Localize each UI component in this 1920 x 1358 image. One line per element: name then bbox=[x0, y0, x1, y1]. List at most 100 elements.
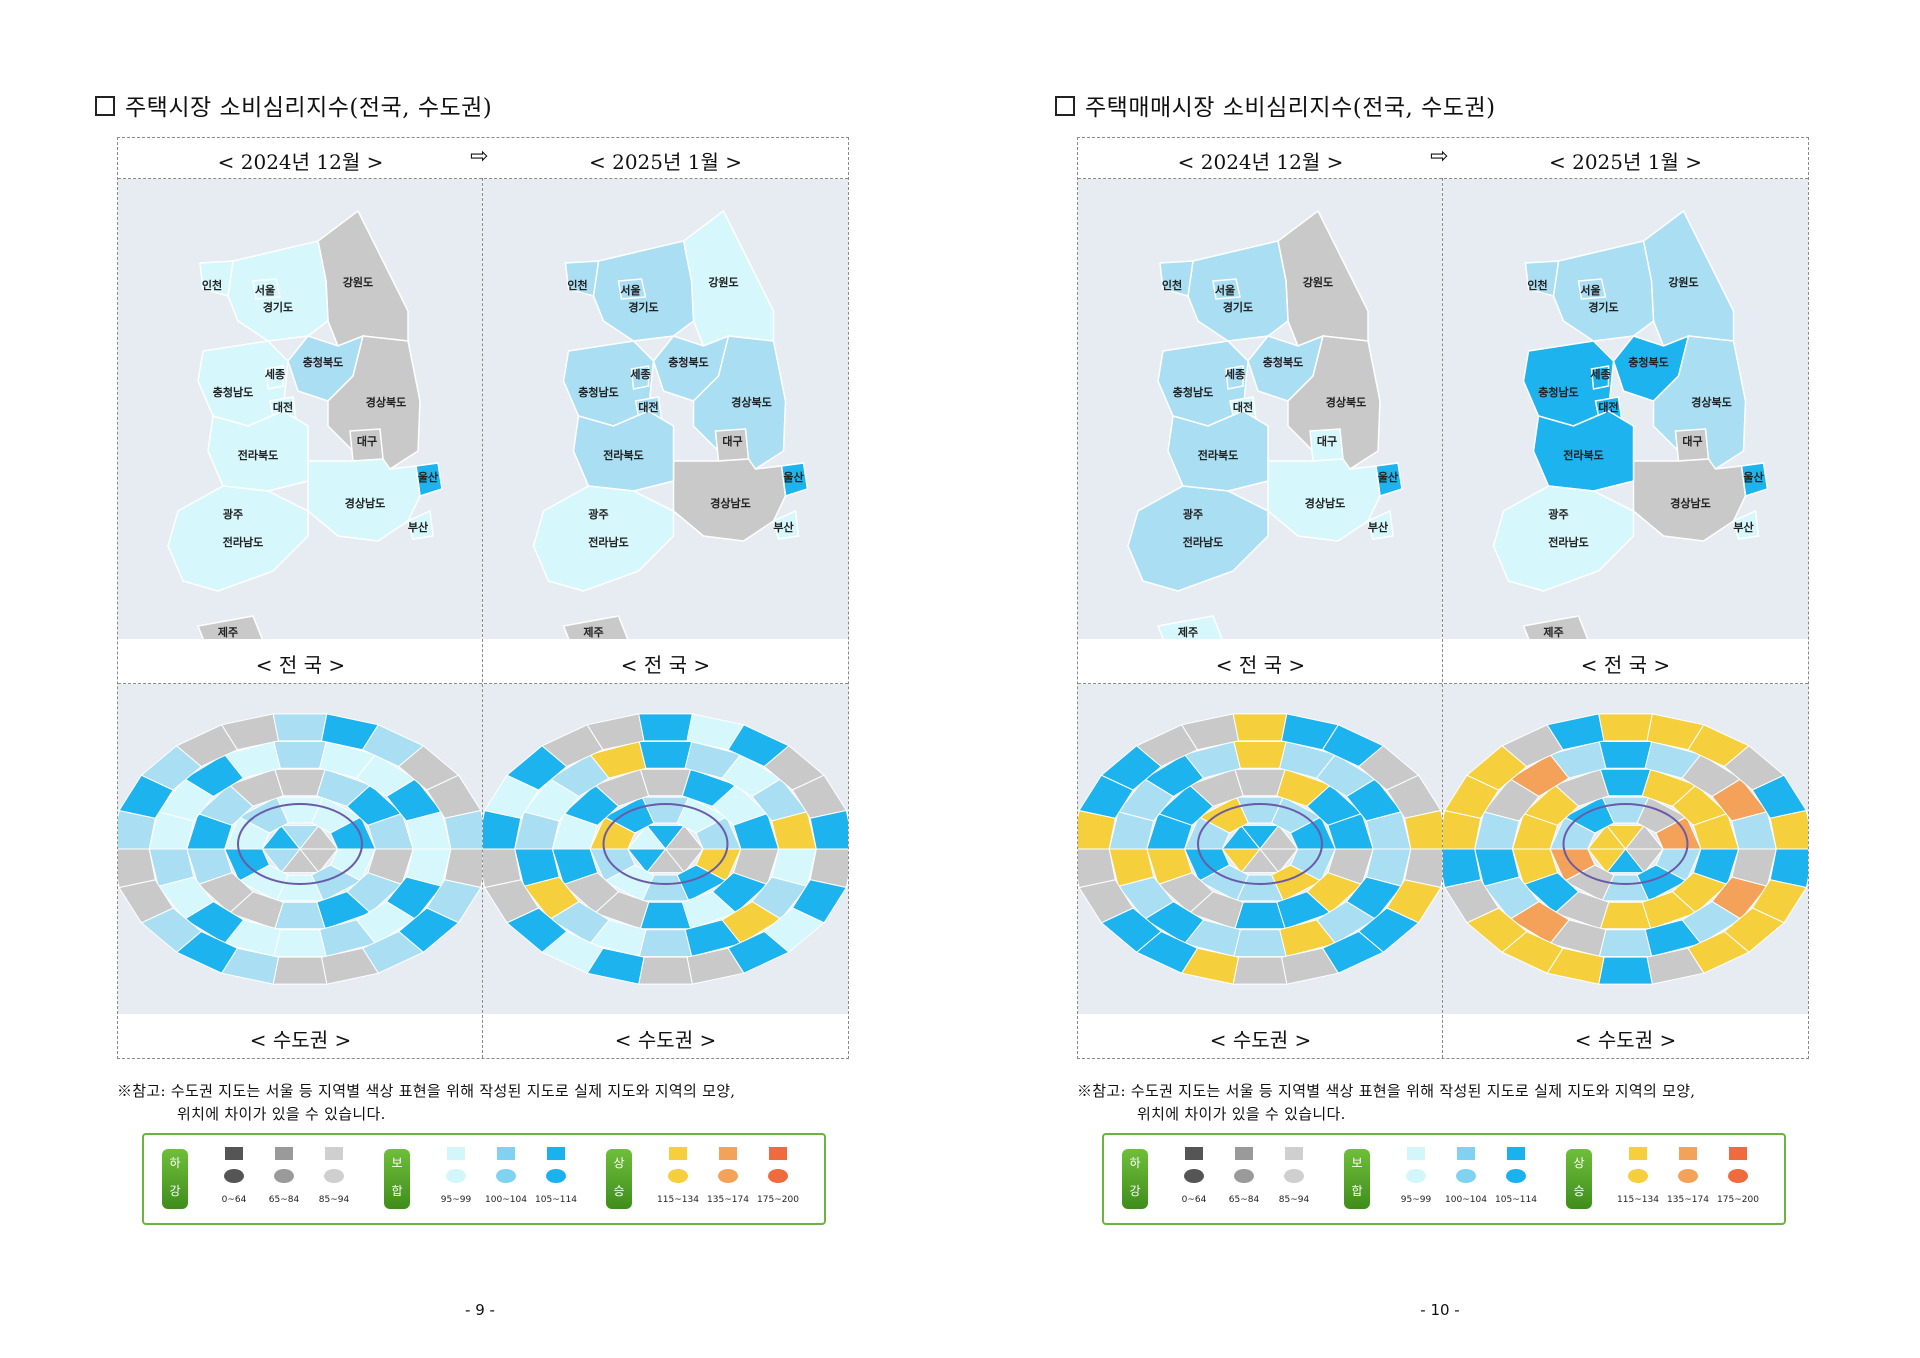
legend-swatch bbox=[225, 1147, 243, 1160]
weather-icon bbox=[1284, 1169, 1304, 1183]
metro-district bbox=[272, 713, 328, 742]
legend-swatch bbox=[1185, 1147, 1203, 1160]
region-label: 충청남도 bbox=[213, 385, 253, 399]
metro-district bbox=[1233, 741, 1287, 769]
weather-icon bbox=[1628, 1169, 1648, 1183]
metro-district bbox=[118, 848, 156, 889]
weather-icon bbox=[274, 1169, 294, 1183]
region-label: 광주 bbox=[1548, 508, 1568, 521]
region-label: 울산 bbox=[418, 470, 438, 484]
caption-national-before: < 전 국 > bbox=[255, 653, 346, 677]
region-label: 경상북도 bbox=[731, 395, 771, 409]
region-label: 충청북도 bbox=[1628, 355, 1668, 369]
legend-range-label: 100~104 bbox=[1445, 1195, 1487, 1205]
region-전라남도 bbox=[167, 485, 309, 592]
region-label: 전라북도 bbox=[1198, 448, 1238, 462]
metro-map-before bbox=[118, 684, 482, 1014]
region-전라북도 bbox=[207, 410, 309, 492]
region-label: 부산 bbox=[1733, 520, 1753, 534]
caption-metro-after: < 수도권 > bbox=[614, 1028, 717, 1052]
region-부산 bbox=[1367, 509, 1394, 540]
legend-range-label: 105~114 bbox=[1495, 1195, 1537, 1205]
region-label: 전라북도 bbox=[603, 448, 643, 462]
page-number: - 9 - bbox=[465, 1301, 495, 1319]
legend-swatch bbox=[275, 1147, 293, 1160]
legend-swatch bbox=[1457, 1147, 1475, 1160]
region-label: 제주 bbox=[218, 625, 238, 639]
region-서울 bbox=[617, 278, 647, 300]
region-제주 bbox=[1156, 615, 1224, 639]
region-label: 경상북도 bbox=[1326, 395, 1366, 409]
metro-district bbox=[1258, 824, 1299, 850]
weather-icon bbox=[546, 1169, 566, 1183]
region-제주 bbox=[562, 615, 629, 639]
region-label: 강원도 bbox=[1668, 275, 1698, 289]
weather-icon bbox=[1184, 1169, 1204, 1183]
legend-range-label: 0~64 bbox=[1181, 1195, 1207, 1205]
month-before: < 2024년 12월 > bbox=[217, 150, 384, 174]
region-인천 bbox=[564, 260, 600, 297]
metro-district bbox=[1232, 956, 1288, 985]
region-부산 bbox=[1732, 509, 1760, 540]
region-label: 경상남도 bbox=[1670, 496, 1710, 510]
color-legend: 하 강 0~64 65~84 85~94 보 합 95~99 100~104 105~114 상 승 1… bbox=[142, 1133, 826, 1225]
metro-district bbox=[444, 809, 482, 850]
weather-icon bbox=[324, 1169, 344, 1183]
map-panel: < 2024년 12월 > ⇨ < 2025년 1월 > 강원도 경기도 인천 서울 충… bbox=[117, 137, 849, 1059]
weather-icon bbox=[1678, 1169, 1698, 1183]
weather-icon bbox=[1728, 1169, 1748, 1183]
region-label: 세종 bbox=[630, 367, 650, 381]
metro-district bbox=[483, 848, 522, 889]
region-label: 인천 bbox=[1527, 278, 1547, 292]
caption-national-before: < 전 국 > bbox=[1215, 653, 1306, 677]
seoul-boundary bbox=[1197, 803, 1323, 885]
metro-district bbox=[638, 929, 693, 957]
region-label: 경기도 bbox=[263, 300, 293, 314]
region-인천 bbox=[1159, 260, 1194, 297]
legend-swatch bbox=[447, 1147, 465, 1160]
region-label: 전라남도 bbox=[223, 535, 263, 549]
weather-icon bbox=[496, 1169, 516, 1183]
region-서울 bbox=[252, 278, 281, 300]
seoul-boundary bbox=[602, 803, 729, 885]
metro-district bbox=[664, 824, 705, 850]
region-label: 충청남도 bbox=[1538, 385, 1578, 399]
caption-metro-before: < 수도권 > bbox=[1209, 1028, 1312, 1052]
region-label: 인천 bbox=[1162, 278, 1182, 292]
legend-swatch bbox=[769, 1147, 787, 1160]
weather-icon bbox=[224, 1169, 244, 1183]
region-경상남도 bbox=[672, 458, 787, 542]
region-label: 경상남도 bbox=[710, 496, 750, 510]
note-line-2: 위치에 차이가 있을 수 있습니다. bbox=[1137, 1105, 1346, 1123]
month-header: < 2024년 12월 > ⇨ < 2025년 1월 > bbox=[1078, 138, 1808, 179]
caption-national-after: < 전 국 > bbox=[620, 653, 711, 677]
region-label: 경상북도 bbox=[1691, 395, 1731, 409]
metro-district bbox=[638, 713, 693, 742]
right-arrow-icon: ⇨ bbox=[1430, 144, 1449, 169]
note-line-1: ※참고: 수도권 지도는 서울 등 지역별 색상 표현을 위해 작성된 지도로 … bbox=[117, 1082, 736, 1100]
region-label: 서울 bbox=[620, 283, 640, 297]
region-제주 bbox=[196, 615, 264, 639]
page-9: 주택시장 소비심리지수(전국, 수도권) < 2024년 12월 > ⇨ < 2… bbox=[95, 95, 849, 1319]
region-label: 대구 bbox=[1317, 434, 1337, 448]
page-10: 주택매매시장 소비심리지수(전국, 수도권) < 2024년 12월 > ⇨ <… bbox=[960, 0, 1920, 1358]
metro-district bbox=[638, 956, 693, 985]
metro-district bbox=[1598, 741, 1653, 769]
region-label: 대구 bbox=[1682, 434, 1702, 448]
region-label: 전라남도 bbox=[588, 535, 628, 549]
region-label: 광주 bbox=[223, 508, 243, 521]
legend-range-label: 65~84 bbox=[1228, 1195, 1260, 1205]
region-label: 부산 bbox=[408, 520, 428, 534]
region-label: 세종 bbox=[265, 367, 285, 381]
region-label: 경상남도 bbox=[345, 496, 385, 510]
right-arrow-icon: ⇨ bbox=[470, 144, 489, 169]
reference-note: ※참고: 수도권 지도는 서울 등 지역별 색상 표현을 위해 작성된 지도로 … bbox=[1077, 1080, 1817, 1126]
region-label: 전라북도 bbox=[1563, 448, 1603, 462]
legend-range-label: 135~174 bbox=[1667, 1195, 1709, 1205]
caption-metro-before: < 수도권 > bbox=[249, 1028, 352, 1052]
metro-district bbox=[1598, 713, 1653, 742]
legend-range-label: 65~84 bbox=[268, 1195, 300, 1205]
region-전라북도 bbox=[1167, 410, 1269, 492]
